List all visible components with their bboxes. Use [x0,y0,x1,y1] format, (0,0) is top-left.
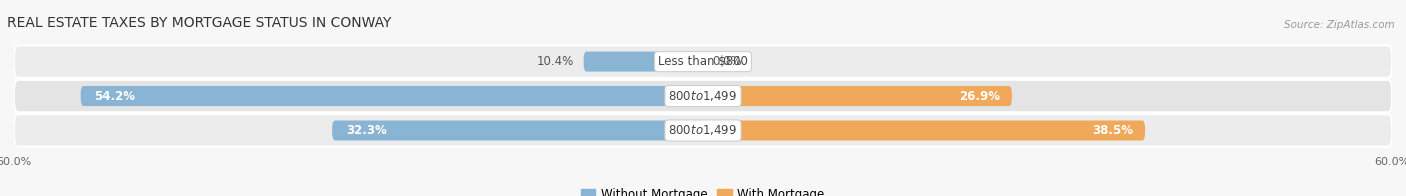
FancyBboxPatch shape [332,121,703,141]
Text: 10.4%: 10.4% [537,55,575,68]
Text: 0.0%: 0.0% [713,55,742,68]
Text: Source: ZipAtlas.com: Source: ZipAtlas.com [1284,20,1395,30]
Text: 38.5%: 38.5% [1092,124,1133,137]
Text: Less than $800: Less than $800 [658,55,748,68]
FancyBboxPatch shape [14,45,1392,78]
FancyBboxPatch shape [703,121,1144,141]
Text: $800 to $1,499: $800 to $1,499 [668,123,738,137]
Text: 32.3%: 32.3% [346,124,387,137]
FancyBboxPatch shape [583,52,703,72]
FancyBboxPatch shape [80,86,703,106]
FancyBboxPatch shape [14,80,1392,112]
Text: 54.2%: 54.2% [94,90,135,103]
Text: 26.9%: 26.9% [959,90,1001,103]
FancyBboxPatch shape [703,86,1012,106]
Text: $800 to $1,499: $800 to $1,499 [668,89,738,103]
FancyBboxPatch shape [14,114,1392,147]
Text: REAL ESTATE TAXES BY MORTGAGE STATUS IN CONWAY: REAL ESTATE TAXES BY MORTGAGE STATUS IN … [7,16,391,30]
Legend: Without Mortgage, With Mortgage: Without Mortgage, With Mortgage [576,184,830,196]
